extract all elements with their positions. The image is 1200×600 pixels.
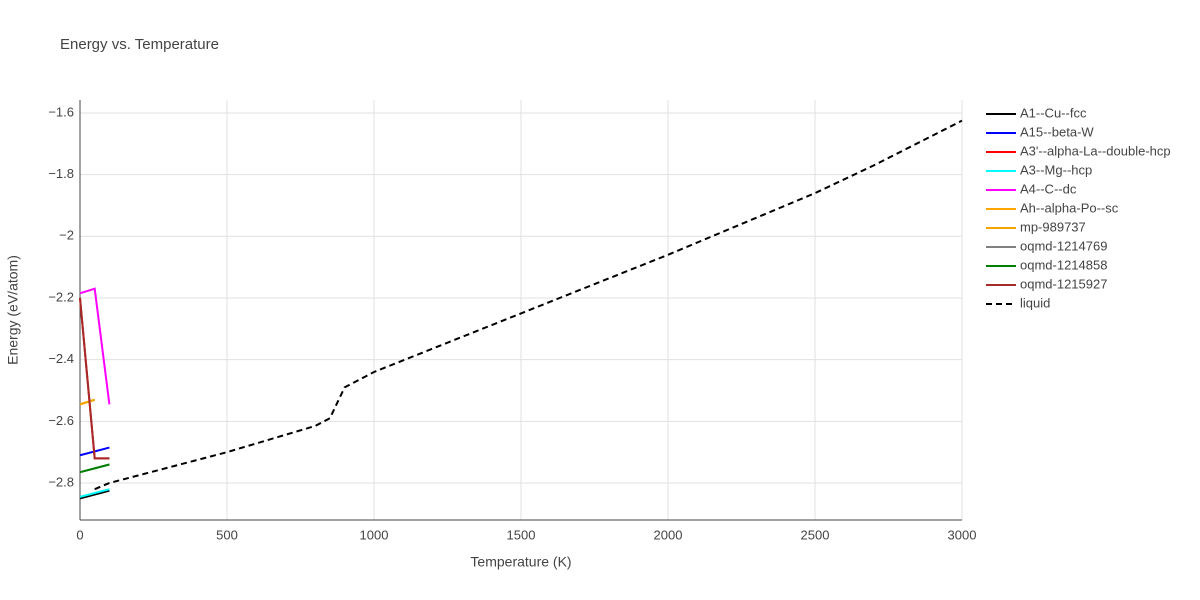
- y-axis-label: Energy (eV/atom): [5, 255, 21, 365]
- legend-label: A3--Mg--hcp: [1020, 162, 1092, 177]
- chart-title: Energy vs. Temperature: [60, 36, 219, 53]
- x-axis-label: Temperature (K): [470, 554, 571, 570]
- series-line: [79, 488, 110, 498]
- y-tick-label: −1.8: [48, 166, 74, 181]
- y-tick-label: −2.4: [48, 351, 74, 366]
- legend-label: mp-989737: [1020, 219, 1086, 234]
- x-tick-label: 1500: [507, 527, 536, 542]
- legend-label: liquid: [1020, 295, 1050, 310]
- series-line: [79, 463, 110, 474]
- x-tick-label: 2000: [654, 527, 683, 542]
- legend-label: oqmd-1215927: [1020, 276, 1107, 291]
- legend-label: oqmd-1214769: [1020, 238, 1107, 253]
- x-tick-label: 0: [76, 527, 83, 542]
- x-tick-label: 2500: [801, 527, 830, 542]
- legend-label: A3'--alpha-La--double-hcp: [1020, 143, 1171, 158]
- series-line: [79, 287, 111, 405]
- y-tick-label: −2.2: [48, 289, 74, 304]
- series-line: [79, 489, 110, 500]
- x-tick-label: 3000: [948, 527, 977, 542]
- y-tick-label: −2.8: [48, 474, 74, 489]
- series-line: [94, 119, 963, 491]
- legend-label: Ah--alpha-Po--sc: [1020, 200, 1119, 215]
- y-tick-label: −1.6: [48, 104, 74, 119]
- x-tick-label: 1000: [360, 527, 389, 542]
- legend-label: A4--C--dc: [1020, 181, 1077, 196]
- series-line: [79, 297, 110, 460]
- legend-label: A1--Cu--fcc: [1020, 105, 1087, 120]
- legend-label: A15--beta-W: [1020, 124, 1094, 139]
- series-line: [79, 398, 96, 406]
- x-tick-label: 500: [216, 527, 238, 542]
- y-tick-label: −2.6: [48, 413, 74, 428]
- legend-label: oqmd-1214858: [1020, 257, 1107, 272]
- y-tick-label: −2: [59, 228, 74, 243]
- series-line: [79, 297, 110, 460]
